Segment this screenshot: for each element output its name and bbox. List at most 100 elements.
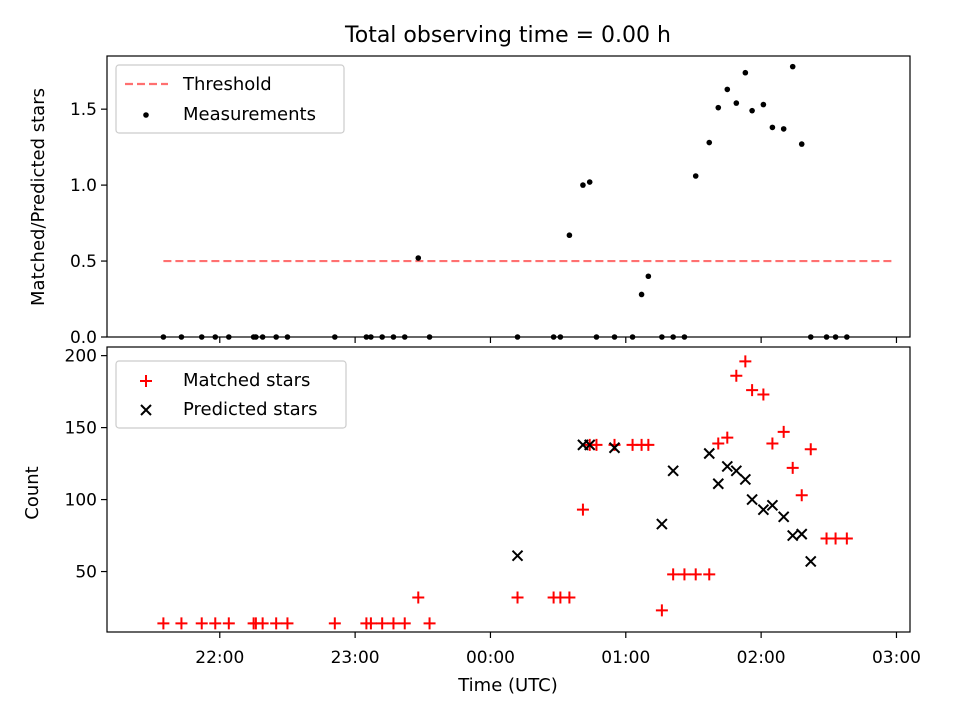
predicted-star-point bbox=[796, 528, 808, 540]
measurements-legend-swatch bbox=[143, 112, 149, 118]
predicted-star-point bbox=[805, 555, 817, 568]
top-y-axis-ticks: 0.0 0.5 1.0 1.5 bbox=[70, 100, 107, 348]
measurement-point bbox=[645, 273, 652, 280]
predicted-star-point bbox=[746, 493, 758, 506]
matched-star-point bbox=[712, 437, 725, 450]
top-y-tick-label: 1.5 bbox=[70, 100, 97, 120]
predicted-star-point bbox=[656, 518, 668, 530]
measurement-point bbox=[733, 100, 740, 106]
matched-stars-series bbox=[157, 355, 853, 630]
predicted-star-point bbox=[667, 465, 679, 477]
predicted-star-point bbox=[777, 511, 790, 523]
matched-star-point bbox=[667, 568, 680, 581]
predicted-legend-label: Predicted stars bbox=[183, 399, 317, 420]
matched-star-point bbox=[209, 617, 222, 630]
matched-star-point bbox=[387, 617, 400, 630]
predicted-star-point bbox=[511, 550, 524, 562]
matched-star-point bbox=[795, 489, 808, 502]
matched-star-point bbox=[642, 438, 655, 451]
top-panel: Matched/Predicted stars 0.0 0.5 1.0 1.5 Thr… bbox=[28, 55, 911, 348]
top-x-axis-ticks bbox=[219, 337, 898, 343]
predicted-legend-swatch bbox=[140, 404, 152, 416]
predicted-stars-series bbox=[511, 439, 817, 568]
matched-legend-swatch bbox=[140, 375, 152, 387]
measurement-point bbox=[769, 124, 776, 131]
matched-star-point bbox=[157, 617, 170, 630]
predicted-star-point bbox=[712, 478, 724, 490]
matched-star-point bbox=[721, 431, 734, 444]
matched-star-point bbox=[222, 617, 235, 630]
bottom-y-tick-label: 50 bbox=[75, 563, 97, 583]
predicted-star-point bbox=[787, 529, 799, 542]
matched-star-point bbox=[576, 503, 589, 516]
bottom-legend-box bbox=[115, 360, 347, 429]
matched-star-point bbox=[746, 384, 759, 397]
bottom-x-axis-ticks: 22:00 23:00 00:00 01:00 02:00 03:00 bbox=[195, 632, 921, 668]
bottom-x-tick-label: 22:00 bbox=[195, 648, 244, 668]
measurement-point bbox=[706, 139, 713, 146]
bottom-x-tick-label: 00:00 bbox=[466, 648, 515, 668]
measurement-point bbox=[638, 291, 645, 298]
bottom-ylabel: Count bbox=[22, 466, 43, 519]
predicted-star-point bbox=[766, 499, 779, 512]
matched-star-point bbox=[281, 617, 294, 630]
measurement-point bbox=[742, 69, 749, 76]
top-y-tick-label: 0.0 bbox=[70, 328, 97, 348]
top-legend-box bbox=[115, 64, 345, 134]
chart-title: Total observing time = 0.00 h bbox=[344, 23, 671, 48]
predicted-star-point bbox=[608, 442, 621, 454]
bottom-x-tick-label: 23:00 bbox=[331, 648, 380, 668]
measurement-point bbox=[415, 255, 422, 261]
matched-star-point bbox=[804, 443, 817, 456]
top-legend: Threshold Measurements bbox=[115, 64, 345, 134]
top-ylabel: Matched/Predicted stars bbox=[28, 88, 49, 306]
measurement-point bbox=[760, 101, 767, 108]
matched-star-point bbox=[829, 532, 842, 545]
matched-star-point bbox=[398, 617, 411, 630]
matched-star-point bbox=[376, 617, 389, 630]
measurement-point bbox=[586, 179, 593, 185]
matched-star-point bbox=[175, 617, 188, 630]
matched-star-point bbox=[655, 604, 668, 617]
measurement-point bbox=[789, 63, 796, 70]
matched-star-point bbox=[840, 532, 853, 545]
measurement-point bbox=[749, 107, 755, 114]
matched-star-point bbox=[757, 388, 770, 401]
predicted-star-point bbox=[730, 465, 743, 477]
measurement-point bbox=[715, 104, 722, 111]
bottom-xlabel: Time (UTC) bbox=[457, 675, 558, 696]
top-y-tick-label: 1.0 bbox=[70, 176, 97, 196]
matched-star-point bbox=[364, 617, 377, 630]
matched-legend-label: Matched stars bbox=[183, 370, 310, 391]
bottom-legend: Matched stars Predicted stars bbox=[115, 360, 347, 429]
bottom-plot-frame bbox=[106, 346, 911, 633]
matched-star-point bbox=[689, 568, 702, 581]
measurement-point bbox=[566, 232, 573, 239]
bottom-y-tick-label: 150 bbox=[65, 419, 97, 439]
matched-star-point bbox=[412, 591, 425, 604]
matched-star-point bbox=[423, 617, 436, 630]
threshold-legend-label: Threshold bbox=[182, 74, 272, 95]
predicted-star-point bbox=[721, 460, 734, 473]
bottom-panel: Count 50 100 150 200 22:00 23:00 00:00 01:00 02… bbox=[22, 346, 921, 696]
matched-star-point bbox=[511, 591, 524, 604]
matched-star-point bbox=[739, 355, 752, 368]
matched-star-point bbox=[328, 617, 341, 630]
bottom-y-axis-ticks: 50 100 150 200 bbox=[65, 347, 107, 583]
top-y-tick-label: 0.5 bbox=[70, 252, 97, 272]
measurement-point bbox=[798, 141, 805, 147]
matched-star-point bbox=[590, 438, 603, 451]
matched-star-point bbox=[786, 461, 799, 474]
matched-star-point bbox=[195, 617, 208, 630]
bottom-x-tick-label: 03:00 bbox=[872, 648, 921, 668]
measurement-point bbox=[724, 86, 731, 93]
measurement-point bbox=[580, 182, 586, 188]
top-plot-frame bbox=[106, 55, 911, 338]
bottom-x-tick-label: 01:00 bbox=[601, 648, 650, 668]
predicted-star-point bbox=[739, 473, 752, 486]
matched-star-point bbox=[730, 369, 743, 382]
predicted-star-point bbox=[757, 503, 770, 516]
measurement-point bbox=[780, 126, 787, 132]
matched-star-point bbox=[678, 568, 691, 581]
bottom-y-tick-label: 200 bbox=[65, 347, 97, 367]
